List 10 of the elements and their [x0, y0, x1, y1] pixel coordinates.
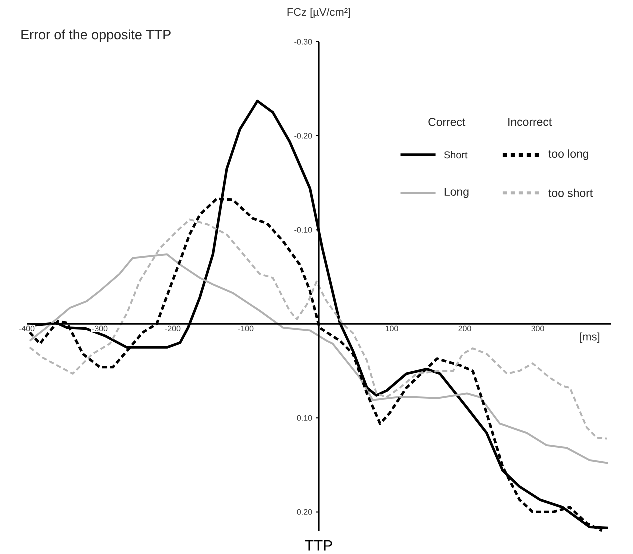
legend-label: Short	[444, 151, 468, 159]
legend-label: too long	[548, 150, 589, 160]
y-axis-title: FCz [µV/cm²]	[288, 8, 350, 18]
x-axis-title: [ms]	[580, 332, 600, 343]
text: TTP	[305, 540, 332, 551]
legend-label: too short	[548, 188, 593, 198]
chart-title: Error of the opposite TTP	[22, 30, 171, 42]
legend-label: Long	[444, 188, 469, 198]
annotation: Correct	[428, 118, 466, 126]
annotation: Incorrect	[508, 118, 552, 126]
